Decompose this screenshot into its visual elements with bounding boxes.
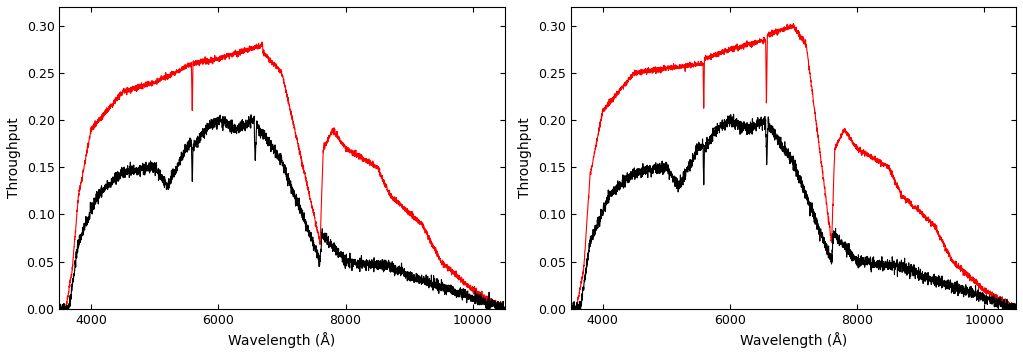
- X-axis label: Wavelength (Å): Wavelength (Å): [228, 332, 336, 348]
- Y-axis label: Throughput: Throughput: [7, 118, 20, 198]
- X-axis label: Wavelength (Å): Wavelength (Å): [740, 332, 847, 348]
- Y-axis label: Throughput: Throughput: [519, 118, 532, 198]
